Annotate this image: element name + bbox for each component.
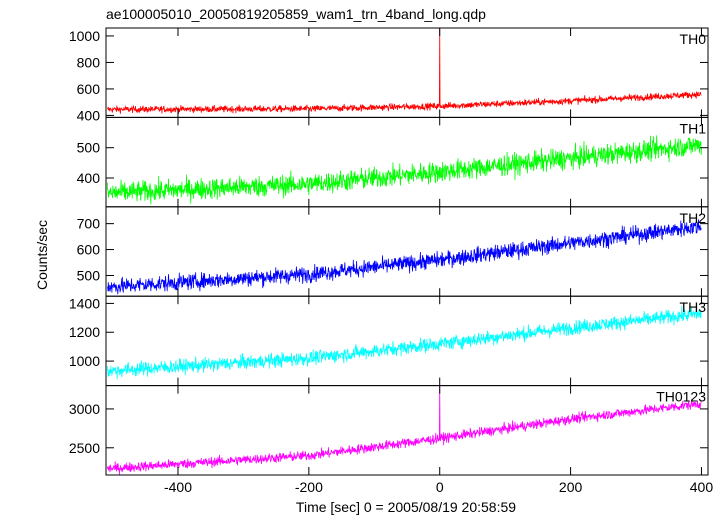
x-tick-label: 200 [559,479,583,495]
panel-label: TH2 [680,210,707,226]
panel-label: TH0123 [656,389,706,405]
y-axis-label: Counts/sec [34,220,50,290]
y-tick-label: 500 [77,267,101,283]
y-tick-label: 600 [77,242,101,258]
y-tick-label: 700 [77,216,101,232]
panel-frame [105,295,709,387]
panel-th3: 1000 1200 1400 TH3 [69,295,709,387]
panel-frame [105,385,709,476]
x-tick-label: 0 [436,479,444,495]
panel-th0123: 2500 3000 -400 -200 0 200 400 TH0123 [69,385,714,495]
panel-th2: 500 600 700 TH2 [77,206,709,297]
chart-panels: 400 600 800 1000 TH0 400 500 TH1 500 600 700 TH2 100… [69,27,714,495]
series-th0 [106,28,702,114]
x-tick-label: -400 [164,479,192,495]
y-tick-label: 3000 [69,401,100,417]
y-tick-label: 1200 [69,324,100,340]
panel-label: TH3 [680,299,707,315]
y-tick-label: 1000 [69,353,100,369]
y-tick-label: 1400 [69,295,100,311]
y-tick-label: 500 [77,140,101,156]
series-th2 [107,219,702,295]
y-tick-label: 600 [77,81,101,97]
y-tick-label: 400 [77,170,101,186]
panel-th1: 400 500 TH1 [77,116,709,208]
x-tick-label: -200 [295,479,323,495]
y-tick-label: 800 [77,54,101,70]
y-tick-label: 2500 [69,440,100,456]
series-th1 [106,135,702,205]
panel-th0: 400 600 800 1000 TH0 [69,27,709,123]
panel-frame [105,27,709,118]
panel-label: TH0 [680,31,707,47]
panel-label: TH1 [680,120,707,136]
y-tick-label: 400 [77,107,101,123]
y-tick-label: 1000 [69,28,100,44]
x-tick-label: 400 [690,479,714,495]
series-th3 [106,305,702,380]
series-th0123 [106,385,702,475]
chart-title: ae100005010_20050819205859_wam1_trn_4ban… [106,6,486,22]
x-axis-label: Time [sec] 0 = 2005/08/19 20:58:59 [296,499,516,515]
